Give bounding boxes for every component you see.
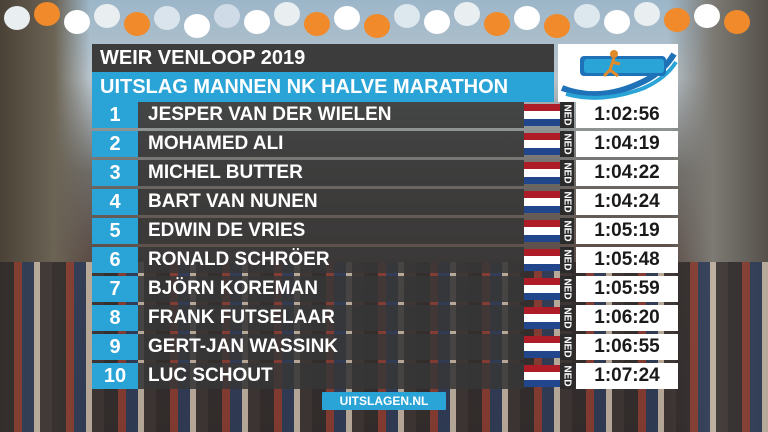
finish-time: 1:06:55 xyxy=(576,334,678,360)
finish-time: 1:02:56 xyxy=(576,102,678,128)
nationality: NED xyxy=(560,218,574,244)
rank: 3 xyxy=(92,160,138,186)
netherlands-flag-icon xyxy=(524,162,560,184)
netherlands-flag-icon xyxy=(524,307,560,329)
finish-time: 1:04:22 xyxy=(576,160,678,186)
result-row: 8 FRANK FUTSELAAR NED 1:06:20 xyxy=(92,305,678,331)
nationality: NED xyxy=(560,131,574,157)
event-title: WEIR VENLOOP 2019 xyxy=(92,44,554,72)
rank: 9 xyxy=(92,334,138,360)
balloon-arch xyxy=(0,0,768,46)
athlete-name: GERT-JAN WASSINK xyxy=(138,334,524,360)
rank: 5 xyxy=(92,218,138,244)
finish-time: 1:04:19 xyxy=(576,131,678,157)
result-row: 6 RONALD SCHRÖER NED 1:05:48 xyxy=(92,247,678,273)
finish-time: 1:06:20 xyxy=(576,305,678,331)
nationality: NED xyxy=(560,334,574,360)
netherlands-flag-icon xyxy=(524,104,560,126)
rank: 8 xyxy=(92,305,138,331)
netherlands-flag-icon xyxy=(524,336,560,358)
athlete-name: EDWIN DE VRIES xyxy=(138,218,524,244)
athlete-name: JESPER VAN DER WIELEN xyxy=(138,102,524,128)
athlete-name: LUC SCHOUT xyxy=(138,363,524,389)
result-row: 3 MICHEL BUTTER NED 1:04:22 xyxy=(92,160,678,186)
nationality: NED xyxy=(560,102,574,128)
rank: 1 xyxy=(92,102,138,128)
finish-time: 1:05:48 xyxy=(576,247,678,273)
nationality: NED xyxy=(560,276,574,302)
finish-time: 1:05:59 xyxy=(576,276,678,302)
rank: 4 xyxy=(92,189,138,215)
result-row: 7 BJÖRN KOREMAN NED 1:05:59 xyxy=(92,276,678,302)
netherlands-flag-icon xyxy=(524,133,560,155)
nationality: NED xyxy=(560,160,574,186)
athlete-name: BART VAN NUNEN xyxy=(138,189,524,215)
athlete-name: MOHAMED ALI xyxy=(138,131,524,157)
athlete-name: BJÖRN KOREMAN xyxy=(138,276,524,302)
rank: 7 xyxy=(92,276,138,302)
rank: 10 xyxy=(92,363,138,389)
netherlands-flag-icon xyxy=(524,365,560,387)
result-row: 5 EDWIN DE VRIES NED 1:05:19 xyxy=(92,218,678,244)
result-row: 1 JESPER VAN DER WIELEN NED 1:02:56 xyxy=(92,102,678,128)
nationality: NED xyxy=(560,247,574,273)
venloop-logo xyxy=(558,44,678,102)
netherlands-flag-icon xyxy=(524,278,560,300)
nationality: NED xyxy=(560,363,574,389)
netherlands-flag-icon xyxy=(524,220,560,242)
result-row: 9 GERT-JAN WASSINK NED 1:06:55 xyxy=(92,334,678,360)
nationality: NED xyxy=(560,305,574,331)
result-row: 2 MOHAMED ALI NED 1:04:19 xyxy=(92,131,678,157)
result-row: 10 LUC SCHOUT NED 1:07:24 xyxy=(92,363,678,389)
rank: 2 xyxy=(92,131,138,157)
finish-time: 1:04:24 xyxy=(576,189,678,215)
athlete-name: MICHEL BUTTER xyxy=(138,160,524,186)
finish-time: 1:07:24 xyxy=(576,363,678,389)
netherlands-flag-icon xyxy=(524,191,560,213)
result-title: UITSLAG MANNEN NK HALVE MARATHON xyxy=(92,72,554,102)
rank: 6 xyxy=(92,247,138,273)
athlete-name: FRANK FUTSELAAR xyxy=(138,305,524,331)
finish-time: 1:05:19 xyxy=(576,218,678,244)
result-row: 4 BART VAN NUNEN NED 1:04:24 xyxy=(92,189,678,215)
netherlands-flag-icon xyxy=(524,249,560,271)
source-link[interactable]: UITSLAGEN.NL xyxy=(322,392,446,410)
athlete-name: RONALD SCHRÖER xyxy=(138,247,524,273)
nationality: NED xyxy=(560,189,574,215)
